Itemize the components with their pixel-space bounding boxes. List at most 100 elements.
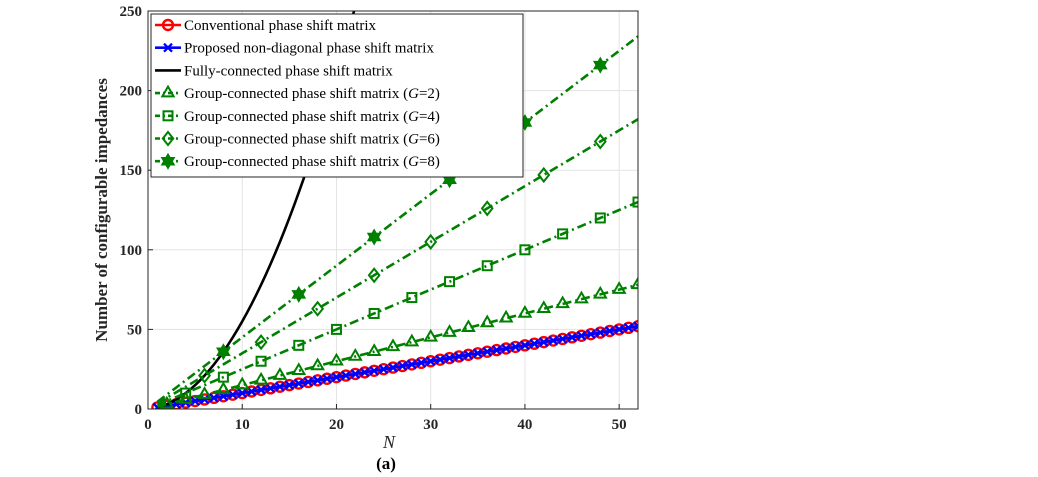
data-point <box>498 309 514 323</box>
data-point <box>347 347 363 361</box>
data-point <box>623 322 634 333</box>
data-point <box>180 387 192 399</box>
data-point <box>595 327 606 338</box>
y-tick-label: 50 <box>127 322 142 338</box>
data-point <box>275 381 285 392</box>
data-point <box>368 307 380 319</box>
legend-marker <box>160 152 176 170</box>
data-point <box>574 290 589 304</box>
data-point <box>215 381 231 395</box>
data-point <box>592 285 608 299</box>
data-point <box>404 333 420 347</box>
data-point <box>237 388 248 398</box>
y-tick-label: 150 <box>120 163 143 179</box>
x-tick-label: 20 <box>329 417 344 433</box>
data-point <box>567 332 577 343</box>
x-tick-label: 40 <box>517 417 532 433</box>
data-point <box>537 166 551 184</box>
data-point <box>216 343 231 361</box>
data-point <box>529 338 540 349</box>
data-point <box>254 334 268 351</box>
legend-marker <box>161 18 175 32</box>
data-point <box>482 346 493 357</box>
data-point <box>424 233 438 250</box>
data-point <box>510 342 521 352</box>
data-point <box>517 304 533 318</box>
data-point <box>423 328 439 342</box>
axes-box <box>147 10 639 410</box>
series-2 <box>157 11 356 409</box>
series-layer <box>151 11 638 409</box>
data-point <box>329 352 344 366</box>
legend: Conventional phase shift matrix Proposed … <box>150 13 524 178</box>
y-tick-label: 200 <box>120 84 143 100</box>
legend-item: Proposed non-diagonal phase shift matrix <box>155 41 434 57</box>
data-point <box>209 393 219 403</box>
legend-label: Fully-connected phase shift matrix <box>184 63 393 79</box>
data-point <box>576 330 587 341</box>
data-point <box>472 348 483 359</box>
data-point <box>310 357 326 371</box>
data-point <box>367 267 381 284</box>
data-point <box>293 339 305 351</box>
series-1 <box>152 321 638 409</box>
data-point <box>366 343 382 356</box>
data-point <box>480 200 494 217</box>
series-5 <box>156 118 638 405</box>
data-point <box>303 377 314 387</box>
legend-marker <box>160 84 176 98</box>
data-point <box>291 362 307 376</box>
data-point <box>199 394 210 405</box>
y-tick-label: 250 <box>120 4 143 20</box>
data-point <box>272 367 288 380</box>
data-point <box>406 292 418 304</box>
data-point <box>555 295 571 309</box>
data-point <box>604 326 615 336</box>
data-point <box>397 361 408 371</box>
data-point <box>293 378 304 389</box>
data-point <box>312 375 323 386</box>
data-point <box>388 362 398 373</box>
data-point <box>444 353 455 363</box>
data-point <box>406 359 417 370</box>
y-tick-label: 100 <box>120 243 143 259</box>
data-point <box>538 337 549 347</box>
data-point <box>479 314 495 328</box>
data-point <box>491 345 502 355</box>
legend-item: Group-connected phase shift matrix (G=4) <box>155 109 440 125</box>
data-point <box>350 369 361 379</box>
data-point <box>341 370 351 381</box>
data-point <box>592 56 608 74</box>
data-point <box>593 133 607 150</box>
data-point <box>444 276 456 288</box>
legend-label: Conventional phase shift matrix <box>184 18 377 34</box>
data-point <box>435 354 445 365</box>
data-point <box>481 260 493 272</box>
data-point <box>369 365 380 376</box>
data-point <box>454 351 464 362</box>
legend-item: Group-connected phase shift matrix (G=8) <box>155 152 440 170</box>
figure-caption: (a) <box>376 454 396 473</box>
data-point <box>425 356 436 367</box>
data-point <box>359 367 370 378</box>
data-point <box>460 319 476 333</box>
legend-label: Group-connected phase shift matrix (G=2) <box>184 86 440 102</box>
legend-label: Group-connected phase shift matrix (G=6) <box>184 132 440 148</box>
data-point <box>630 276 638 290</box>
legend-item: Group-connected phase shift matrix (G=6) <box>155 130 440 148</box>
data-point <box>501 343 511 354</box>
legend-marker <box>162 110 174 122</box>
data-point <box>255 355 267 367</box>
data-point <box>614 324 625 335</box>
data-point <box>557 334 568 344</box>
data-point <box>234 376 250 390</box>
legend-box <box>150 13 524 178</box>
data-point <box>265 383 276 394</box>
legend-marker <box>163 42 173 53</box>
data-point <box>331 372 342 383</box>
y-axis-label: Number of configurable impedances <box>92 78 111 342</box>
data-point <box>378 364 389 375</box>
legend-label: Proposed non-diagonal phase shift matrix <box>184 41 434 57</box>
data-point <box>557 228 569 240</box>
